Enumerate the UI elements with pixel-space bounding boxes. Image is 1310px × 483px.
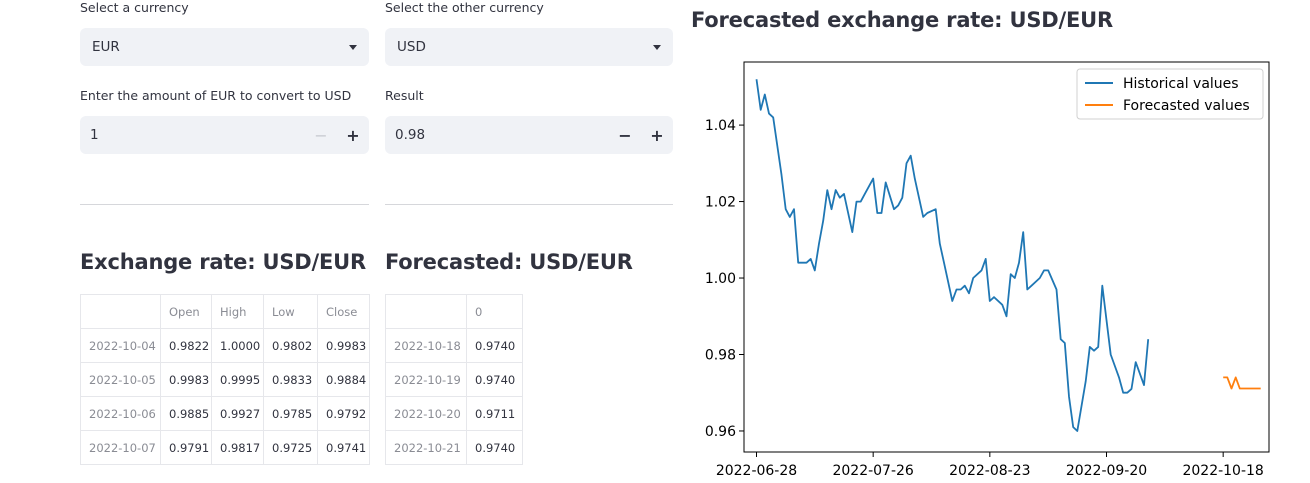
table-row[interactable]: 2022-10-07 0.9791 0.9817 0.9725 0.9741 [80,430,370,465]
column-header[interactable]: Open [160,294,212,329]
plot-frame [743,61,1270,453]
table-cell[interactable]: 0.9983 [160,362,212,397]
table-row[interactable]: 2022-10-18 0.9740 [385,328,523,363]
table-header-row: Open High Low Close [80,294,370,329]
column-header[interactable]: High [211,294,264,329]
amount-decrement-button[interactable]: − [314,125,328,145]
currency-label: Select a currency [80,0,189,15]
row-index-cell[interactable]: 2022-10-06 [80,396,161,431]
table-cell[interactable]: 0.9741 [317,430,370,465]
table-cell[interactable]: 0.9802 [263,328,318,363]
x-tick-label: 2022-10-18 [1182,463,1263,479]
table-cell[interactable]: 1.0000 [211,328,264,363]
currency-select-value: EUR [92,39,120,55]
y-tick-label: 1.02 [705,195,736,211]
result-input[interactable]: 0.98 − + [385,116,673,154]
amount-label: Enter the amount of EUR to convert to US… [80,88,352,103]
column-header[interactable]: Close [317,294,370,329]
column-header[interactable]: Low [263,294,318,329]
divider [385,204,673,205]
result-increment-button[interactable]: + [650,125,664,145]
legend-box [1076,68,1264,120]
table-cell[interactable]: 0.9884 [317,362,370,397]
table-cell[interactable]: 0.9927 [211,396,264,431]
table-cell[interactable]: 0.9740 [466,430,523,465]
table-cell[interactable]: 0.9995 [211,362,264,397]
other-currency-select[interactable]: USD [385,28,673,66]
amount-input-value[interactable]: 1 [90,127,99,143]
history-table-title: Exchange rate: USD/EUR [80,250,366,274]
row-index-cell[interactable]: 2022-10-19 [385,362,467,397]
table-cell[interactable]: 0.9740 [466,362,523,397]
amount-increment-button[interactable]: + [346,125,360,145]
table-row[interactable]: 2022-10-19 0.9740 [385,362,523,397]
forecast-chart: 0.96 0.98 1.00 1.02 1.04 2022-06-28 2022-07-26… [705,61,1270,479]
result-label: Result [385,88,424,103]
table-cell[interactable]: 0.9822 [160,328,212,363]
chevron-down-icon [349,44,357,50]
column-header[interactable] [80,294,161,329]
row-index-cell[interactable]: 2022-10-05 [80,362,161,397]
table-cell[interactable]: 0.9711 [466,396,523,431]
y-tick-label: 0.96 [705,424,736,440]
result-input-value[interactable]: 0.98 [395,127,426,143]
row-index-cell[interactable]: 2022-10-20 [385,396,467,431]
legend-entry: Forecasted values [1123,98,1250,114]
currency-select[interactable]: EUR [80,28,369,66]
x-tick-label: 2022-07-26 [832,463,913,479]
table-row[interactable]: 2022-10-20 0.9711 [385,396,523,431]
row-index-cell[interactable]: 2022-10-21 [385,430,467,465]
historical-series-line [755,79,1150,432]
x-tick-label: 2022-08-23 [949,463,1030,479]
table-row[interactable]: 2022-10-21 0.9740 [385,430,523,465]
legend-entry: Historical values [1123,76,1239,92]
forecast-table-title: Forecasted: USD/EUR [385,250,633,274]
table-cell[interactable]: 0.9792 [317,396,370,431]
amount-input[interactable]: 1 − + [80,116,369,154]
table-cell[interactable]: 0.9740 [466,328,523,363]
table-cell[interactable]: 0.9833 [263,362,318,397]
row-index-cell[interactable]: 2022-10-07 [80,430,161,465]
forecast-table[interactable]: 0 2022-10-18 0.9740 2022-10-19 0.9740 2022-1… [385,294,523,465]
y-tick-label: 1.00 [705,271,736,287]
column-header[interactable]: 0 [466,294,523,329]
table-row[interactable]: 2022-10-06 0.9885 0.9927 0.9785 0.9792 [80,396,370,431]
column-header[interactable] [385,294,467,329]
other-currency-select-value: USD [397,39,426,55]
forecast-series-line [1223,376,1261,390]
x-tick-label: 2022-09-20 [1066,463,1147,479]
table-cell[interactable]: 0.9885 [160,396,212,431]
x-tick-label: 2022-06-28 [716,463,797,479]
chevron-down-icon [653,44,661,50]
y-tick-label: 0.98 [705,348,736,364]
row-index-cell[interactable]: 2022-10-18 [385,328,467,363]
y-tick-label: 1.04 [705,118,736,134]
table-header-row: 0 [385,294,523,329]
row-index-cell[interactable]: 2022-10-04 [80,328,161,363]
table-cell[interactable]: 0.9725 [263,430,318,465]
table-cell[interactable]: 0.9785 [263,396,318,431]
divider [80,204,369,205]
table-row[interactable]: 2022-10-04 0.9822 1.0000 0.9802 0.9983 [80,328,370,363]
table-cell[interactable]: 0.9817 [211,430,264,465]
other-currency-label: Select the other currency [385,0,544,15]
result-decrement-button[interactable]: − [618,125,632,145]
chart-title: Forecasted exchange rate: USD/EUR [691,8,1113,32]
table-cell[interactable]: 0.9791 [160,430,212,465]
table-row[interactable]: 2022-10-05 0.9983 0.9995 0.9833 0.9884 [80,362,370,397]
table-cell[interactable]: 0.9983 [317,328,370,363]
history-table[interactable]: Open High Low Close 2022-10-04 0.9822 1.0000 0… [80,294,370,465]
